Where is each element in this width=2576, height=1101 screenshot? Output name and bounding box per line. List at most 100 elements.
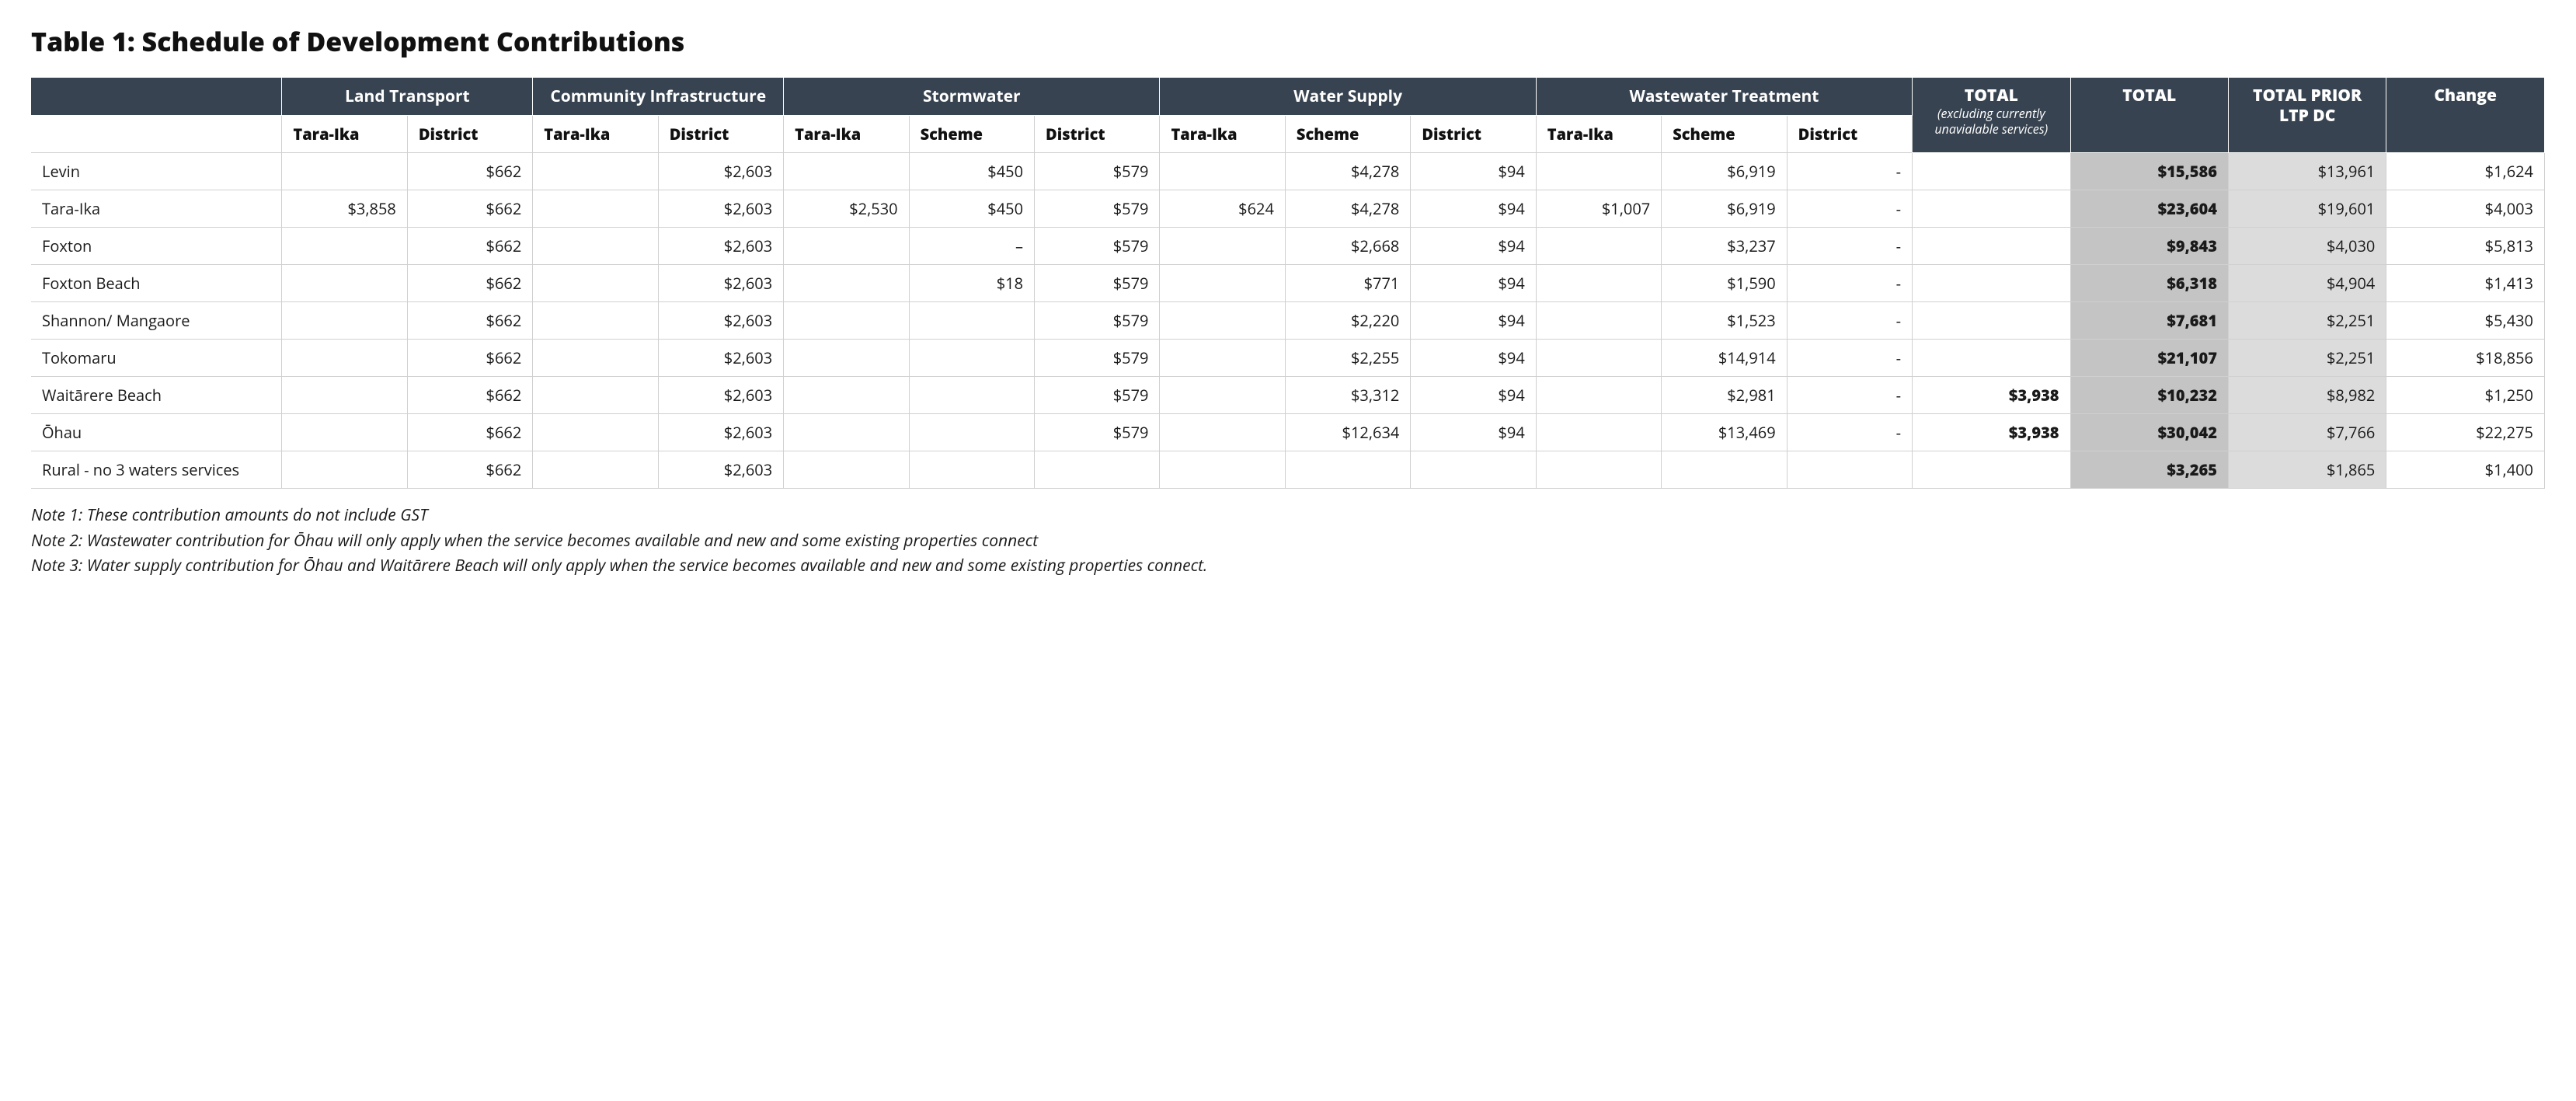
note-1: Note 1: These contribution amounts do no… [31,503,2545,528]
row-label: Tokomaru [31,340,282,377]
cell-sw_tara [784,153,909,190]
sub-sw-dist: District [1035,116,1160,153]
cell-lt_dist: $662 [407,265,532,302]
sub-sw-tara: Tara-Ika [784,116,909,153]
cell-sw_dist: $579 [1035,228,1160,265]
cell-ws_tara [1160,228,1285,265]
cell-ci_tara [533,414,658,451]
cell-ws_dist: $94 [1411,377,1536,414]
cell-ci_tara [533,153,658,190]
sub-lt-tara: Tara-Ika [282,116,407,153]
cell-sw_sch: $450 [909,190,1034,228]
cell-lt_tara [282,340,407,377]
cell-lt_tara [282,302,407,340]
cell-ww_tara [1536,377,1661,414]
cell-tot_excl [1913,190,2070,228]
cell-sw_dist: $579 [1035,153,1160,190]
row-label: Waitārere Beach [31,377,282,414]
cell-ww_tara [1536,414,1661,451]
cell-ww_sch: $14,914 [1662,340,1787,377]
cell-tot_excl: $3,938 [1913,414,2070,451]
cell-change: $22,275 [2386,414,2545,451]
cell-sw_sch [909,451,1034,489]
cell-tot: $9,843 [2070,228,2228,265]
cell-sw_dist: $579 [1035,265,1160,302]
cell-ci_tara [533,265,658,302]
cell-ww_dist [1787,451,1912,489]
cell-ws_dist: $94 [1411,190,1536,228]
cell-lt_tara [282,414,407,451]
cell-tot: $21,107 [2070,340,2228,377]
cell-ww_tara [1536,228,1661,265]
sub-ws-dist: District [1411,116,1536,153]
cell-ws_sch: $2,220 [1285,302,1410,340]
header-total-excl: TOTAL (excluding currently unavialable s… [1913,78,2070,153]
cell-ww_dist: - [1787,190,1912,228]
table-row: Waitārere Beach$662$2,603$579$3,312$94$2… [31,377,2545,414]
cell-change: $1,413 [2386,265,2545,302]
sub-ws-sch: Scheme [1285,116,1410,153]
cell-change: $18,856 [2386,340,2545,377]
cell-sw_sch [909,377,1034,414]
cell-tot_prior: $19,601 [2228,190,2386,228]
cell-ws_tara [1160,414,1285,451]
header-total-prior: TOTAL PRIOR LTP DC [2228,78,2386,153]
cell-lt_tara [282,265,407,302]
header-stormwater: Stormwater [784,78,1160,116]
cell-tot: $7,681 [2070,302,2228,340]
cell-ci_tara [533,377,658,414]
sub-sw-sch: Scheme [909,116,1034,153]
cell-ww_tara [1536,302,1661,340]
cell-tot_prior: $2,251 [2228,302,2386,340]
cell-ww_sch: $6,919 [1662,190,1787,228]
cell-ww_sch: $1,523 [1662,302,1787,340]
table-row: Shannon/ Mangaore$662$2,603$579$2,220$94… [31,302,2545,340]
cell-lt_tara: $3,858 [282,190,407,228]
header-community: Community Infrastructure [533,78,784,116]
cell-tot: $3,265 [2070,451,2228,489]
header-wastewater: Wastewater Treatment [1536,78,1912,116]
cell-sw_tara [784,265,909,302]
cell-tot_excl: $3,938 [1913,377,2070,414]
cell-sw_tara [784,451,909,489]
cell-tot: $15,586 [2070,153,2228,190]
cell-ci_dist: $2,603 [658,340,783,377]
cell-tot_prior: $4,904 [2228,265,2386,302]
cell-ws_sch: $2,668 [1285,228,1410,265]
cell-sw_sch: $450 [909,153,1034,190]
cell-ww_dist: - [1787,228,1912,265]
cell-lt_dist: $662 [407,190,532,228]
table-row: Levin$662$2,603$450$579$4,278$94$6,919-$… [31,153,2545,190]
cell-sw_tara [784,340,909,377]
cell-tot_excl [1913,228,2070,265]
sub-ww-tara: Tara-Ika [1536,116,1661,153]
cell-lt_tara [282,228,407,265]
row-label: Ōhau [31,414,282,451]
cell-ww_tara [1536,451,1661,489]
sub-ci-tara: Tara-Ika [533,116,658,153]
cell-ws_sch [1285,451,1410,489]
cell-sw_dist: $579 [1035,340,1160,377]
table-row: Tara-Ika$3,858$662$2,603$2,530$450$579$6… [31,190,2545,228]
cell-sw_tara [784,414,909,451]
sub-ci-dist: District [658,116,783,153]
cell-lt_dist: $662 [407,302,532,340]
cell-sw_tara: $2,530 [784,190,909,228]
cell-sw_tara [784,228,909,265]
table-title: Table 1: Schedule of Development Contrib… [31,23,2545,59]
cell-ci_dist: $2,603 [658,265,783,302]
cell-sw_sch: $18 [909,265,1034,302]
sub-ww-dist: District [1787,116,1912,153]
cell-ww_sch [1662,451,1787,489]
cell-sw_sch [909,414,1034,451]
cell-lt_dist: $662 [407,153,532,190]
cell-ws_dist [1411,451,1536,489]
cell-ws_tara [1160,302,1285,340]
cell-ws_tara [1160,340,1285,377]
row-label: Foxton Beach [31,265,282,302]
cell-ws_dist: $94 [1411,340,1536,377]
cell-sw_sch [909,302,1034,340]
table-row: Foxton$662$2,603–$579$2,668$94$3,237-$9,… [31,228,2545,265]
cell-ww_sch: $13,469 [1662,414,1787,451]
cell-change: $5,813 [2386,228,2545,265]
